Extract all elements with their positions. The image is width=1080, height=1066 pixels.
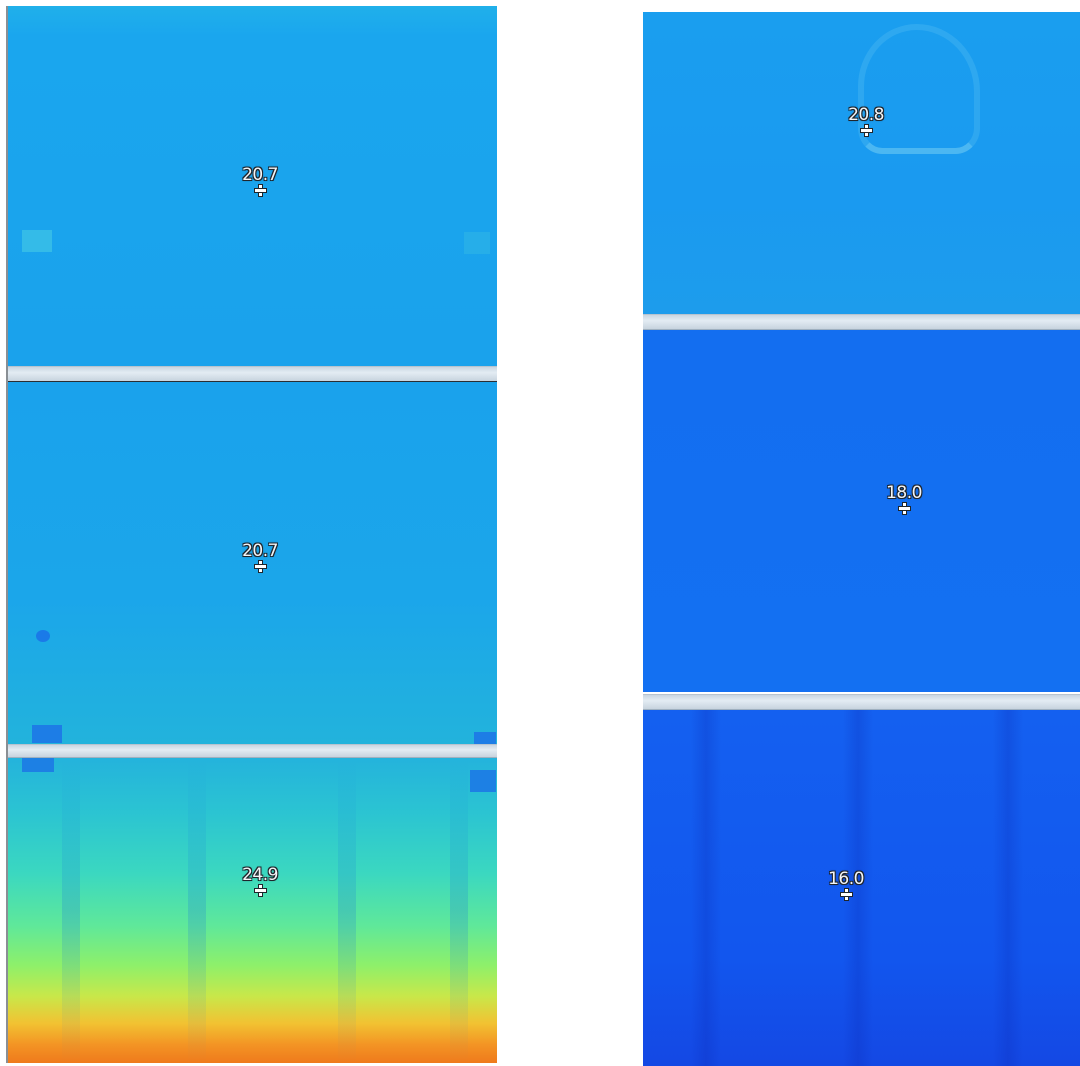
temperature-marker[interactable]: 20.7: [230, 542, 290, 572]
temperature-value: 20.8: [848, 105, 884, 125]
panel-separator: [643, 694, 1080, 710]
thermal-panel-right-top: 20.8: [643, 12, 1080, 314]
crosshair-icon: [254, 185, 266, 196]
cool-spot: [22, 758, 54, 772]
right-thermal-strip: 20.8 18.0 16.0: [643, 12, 1080, 1066]
cool-spot: [32, 725, 62, 743]
crosshair-icon: [898, 503, 910, 514]
temperature-marker[interactable]: 20.7: [230, 166, 290, 196]
thermal-panel-left-mid: 20.7: [8, 382, 497, 744]
temperature-value: 20.7: [242, 541, 278, 561]
thermal-streak: [450, 758, 468, 1063]
thermal-panel-left-top: 20.7: [8, 6, 497, 366]
warm-spot: [464, 232, 490, 254]
cool-spot: [36, 630, 50, 642]
thermal-streak: [62, 758, 80, 1063]
crosshair-icon: [254, 561, 266, 572]
panel-separator: [8, 744, 497, 758]
temperature-value: 18.0: [886, 483, 922, 503]
cool-spot: [474, 732, 496, 744]
thermal-panel-left-bot: 24.9: [8, 758, 497, 1063]
temperature-value: 24.9: [242, 865, 278, 885]
thermal-streak: [691, 710, 721, 1066]
thermal-panel-right-bot: 16.0: [643, 710, 1080, 1066]
temperature-value: 16.0: [828, 869, 864, 889]
thermal-streak: [338, 758, 356, 1063]
panel-separator: [643, 314, 1080, 330]
crosshair-icon: [254, 885, 266, 896]
panel-separator: [8, 366, 497, 383]
temperature-marker[interactable]: 20.8: [836, 106, 896, 136]
temperature-marker[interactable]: 16.0: [816, 870, 876, 900]
crosshair-icon: [860, 125, 872, 136]
temperature-marker[interactable]: 24.9: [230, 866, 290, 896]
thermal-panel-right-mid: 18.0: [643, 330, 1080, 692]
temperature-value: 20.7: [242, 165, 278, 185]
left-thermal-strip: 20.7 20.7 24.9: [6, 6, 497, 1063]
warm-spot: [22, 230, 52, 252]
temperature-marker[interactable]: 18.0: [874, 484, 934, 514]
cool-spot: [470, 770, 496, 792]
crosshair-icon: [840, 889, 852, 900]
thermal-streak: [993, 710, 1023, 1066]
thermal-streak: [188, 758, 206, 1063]
thermal-streak: [843, 710, 873, 1066]
warm-outline: [858, 24, 980, 154]
